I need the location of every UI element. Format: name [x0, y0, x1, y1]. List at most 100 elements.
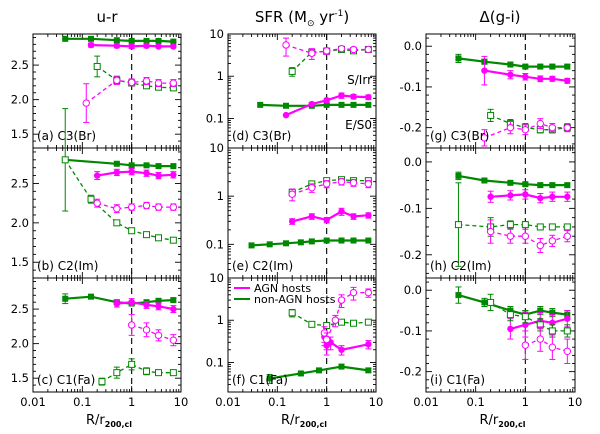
y-tick-label: -0.2: [400, 121, 422, 135]
x-tick-label: 0.1: [73, 395, 91, 409]
x-tick-label: 10: [174, 395, 189, 409]
data-point: [170, 163, 177, 170]
x-tick-label: 1: [323, 395, 330, 409]
data-point: [288, 309, 296, 317]
data-point: [127, 321, 136, 329]
series-non-agn-e-s0: [266, 363, 372, 384]
series-line: [490, 301, 568, 332]
series-non-agn-s-irr: [487, 293, 571, 338]
data-point: [127, 78, 136, 87]
series-agn-s-irr: [320, 286, 373, 351]
series-agn-e-s0: [87, 41, 177, 50]
y-tick-label: -0.1: [400, 201, 422, 215]
y-tick-label: 1.5: [11, 127, 29, 141]
data-point: [113, 76, 121, 84]
y-tick-label: 1: [217, 189, 224, 203]
x-tick-label: 0.01: [20, 395, 46, 409]
y-tick-label: 0.1: [206, 355, 224, 369]
data-point: [364, 318, 372, 326]
y-tick-label: 0.0: [404, 39, 422, 53]
data-point: [143, 162, 150, 169]
panel-a: 1.5 2.0 2.5 (a) C3(Br): [11, 33, 182, 149]
data-point: [487, 193, 494, 200]
data-point: [455, 172, 462, 179]
x-axis-label-2: R/r200,cl: [480, 413, 526, 429]
data-point: [337, 296, 346, 304]
series-non-agn-e-s0: [62, 156, 177, 170]
series-line: [131, 324, 174, 341]
data-point: [337, 44, 346, 53]
data-point: [522, 73, 529, 80]
panel-i: 0.01 0.1 1 10 -0.2 -0.1 0.0 (i) C1(Fa): [400, 277, 582, 409]
data-point: [563, 232, 572, 240]
y-tick-label: -0.1: [400, 324, 422, 338]
series-agn-s-irr: [486, 219, 572, 253]
data-point: [143, 170, 150, 177]
data-point: [308, 238, 315, 245]
panel-g: -0.2 -0.1 0.0 (g) C3(Br): [400, 33, 576, 149]
data-point: [564, 193, 571, 200]
panel-h: -0.2 -0.1 0.0 (h) C2(Im): [400, 147, 576, 279]
series-line: [525, 338, 568, 352]
series-non-agn-e-s0: [62, 35, 177, 45]
data-point: [521, 341, 530, 349]
panel-c: 0.01 0.1 1 10 1.5 2.0 2.5 (c) C1(Fa): [11, 277, 189, 409]
data-point: [522, 181, 529, 188]
legend-label: non-AGN hosts: [254, 293, 336, 306]
data-point: [154, 79, 163, 87]
data-point: [142, 326, 151, 334]
data-point: [62, 35, 69, 42]
data-point: [536, 119, 544, 128]
series-non-agn-s-irr: [93, 55, 177, 92]
data-point: [143, 231, 151, 239]
data-point: [536, 241, 544, 250]
data-point: [323, 101, 330, 108]
y-tick-label: 2.0: [11, 216, 29, 230]
panel-label: (i) C1(Fa): [430, 373, 485, 387]
panel-e: 0.1 1 10 (e) C2(Im): [206, 141, 377, 279]
data-point: [143, 37, 150, 44]
y-tick-label: 2.5: [11, 176, 29, 190]
annotation-s-irr: S/Irr: [347, 73, 372, 87]
data-point: [155, 369, 163, 377]
series-non-agn-s-irr: [454, 182, 571, 267]
data-point: [364, 45, 373, 54]
series-agn-s-irr: [282, 37, 373, 60]
data-point: [365, 101, 372, 108]
series-non-agn-s-irr: [288, 176, 372, 197]
data-point: [507, 179, 514, 186]
data-point: [155, 303, 162, 310]
x-tick-label: 0.1: [268, 395, 286, 409]
panel-label: (e) C2(Im): [232, 259, 293, 273]
y-tick-label: 2.0: [11, 93, 29, 107]
x-tick-label: 1: [128, 395, 135, 409]
data-point: [507, 61, 514, 68]
data-point: [93, 62, 101, 70]
y-tick-label: 2.5: [11, 302, 29, 316]
data-point: [521, 125, 530, 134]
data-point: [62, 295, 69, 302]
column-title-1: SFR (M⊙ yr-1): [255, 8, 349, 29]
data-point: [127, 203, 136, 211]
panel-label: (a) C3(Br): [37, 129, 96, 143]
data-point: [506, 311, 514, 319]
y-tick-label: 10: [209, 271, 224, 285]
data-point: [564, 182, 571, 189]
data-point: [113, 37, 120, 44]
data-point: [266, 241, 273, 248]
data-point: [537, 182, 544, 189]
panel-frame: [425, 277, 576, 393]
y-tick-label: 2.0: [11, 337, 29, 351]
y-tick-label: 0.0: [404, 155, 422, 169]
series-line: [291, 210, 369, 223]
data-point: [487, 111, 495, 119]
data-point: [88, 35, 95, 42]
data-point: [337, 177, 346, 186]
data-point: [338, 92, 345, 99]
data-point: [143, 42, 150, 49]
data-point: [548, 123, 557, 132]
series-agn-e-s0: [113, 298, 177, 314]
y-tick-label: 1: [217, 313, 224, 327]
data-point: [350, 237, 357, 244]
data-point: [297, 370, 304, 377]
